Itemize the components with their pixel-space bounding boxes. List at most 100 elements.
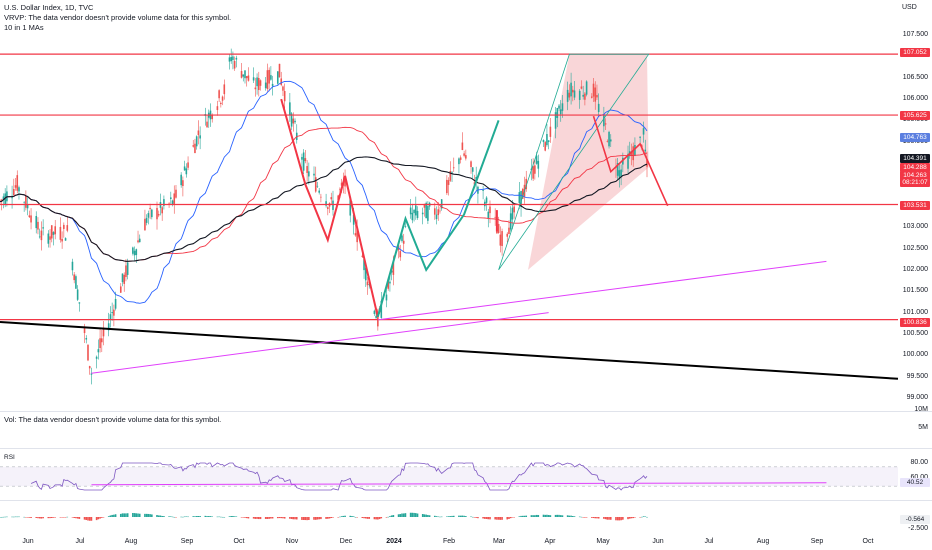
candle-body xyxy=(235,57,238,60)
macd-histogram-bar xyxy=(465,516,467,517)
macd-histogram-bar xyxy=(425,514,427,517)
currency-label[interactable]: USD xyxy=(902,4,917,11)
macd-histogram-bar xyxy=(137,513,139,517)
macd-histogram-bar xyxy=(204,515,207,517)
candle-body xyxy=(270,75,272,80)
macd-histogram-bar xyxy=(87,517,89,521)
candle-body xyxy=(138,238,141,243)
candle-body xyxy=(596,95,598,98)
macd-histogram-bar xyxy=(646,516,648,518)
pane-separator[interactable] xyxy=(0,448,932,449)
candle-body xyxy=(566,89,569,102)
macd-histogram-bar xyxy=(482,517,484,519)
candle-body xyxy=(276,71,279,84)
candle-body xyxy=(42,227,44,229)
pane-separator[interactable] xyxy=(0,500,932,501)
candle-body xyxy=(465,155,467,159)
candle-body xyxy=(608,131,610,147)
macd-histogram-bar xyxy=(23,516,25,518)
macd-histogram-bar xyxy=(73,517,75,518)
candle-body xyxy=(435,214,438,220)
candle-body xyxy=(385,294,388,301)
candle-body xyxy=(644,149,647,152)
candle-body xyxy=(282,86,284,91)
countdown-timer: 08:21:07 xyxy=(900,178,930,187)
macd-histogram-bar xyxy=(389,516,391,517)
macd-histogram-bar xyxy=(252,517,255,519)
candle-body xyxy=(2,196,5,200)
candle-body xyxy=(85,338,88,340)
macd-histogram-bar xyxy=(294,517,296,520)
candle-body xyxy=(594,87,597,102)
candle-body xyxy=(180,174,182,186)
candle-body xyxy=(604,123,607,125)
candle-body xyxy=(99,338,101,349)
macd-histogram-bar xyxy=(76,517,79,519)
macd-histogram-bar xyxy=(254,517,257,519)
macd-histogram-bar xyxy=(175,517,177,518)
candle-body xyxy=(71,261,74,271)
candle-body xyxy=(194,143,196,154)
macd-histogram-bar xyxy=(594,517,597,519)
rsi-label: RSI xyxy=(4,454,15,461)
pink-trend-line xyxy=(91,312,549,374)
candle-body xyxy=(145,217,148,223)
macd-histogram-bar xyxy=(119,513,122,517)
macd-histogram-bar xyxy=(170,516,172,517)
macd-histogram-bar xyxy=(247,517,250,519)
macd-histogram-bar xyxy=(151,514,153,517)
macd-histogram-bar xyxy=(554,514,557,517)
macd-histogram-bar xyxy=(487,517,490,520)
candle-body xyxy=(646,159,648,167)
candle-body xyxy=(627,153,629,169)
macd-histogram-bar xyxy=(102,517,105,518)
macd-histogram-bar xyxy=(199,516,201,517)
candle-body xyxy=(156,207,158,220)
candle-body xyxy=(271,83,274,87)
candle-body xyxy=(283,91,286,102)
candle-body xyxy=(508,227,510,234)
candle-body xyxy=(632,146,634,161)
candle-body xyxy=(404,225,407,227)
macd-histogram-bar xyxy=(149,514,151,517)
macd-histogram-bar xyxy=(520,515,522,517)
candle-body xyxy=(459,157,462,160)
macd-histogram-bar xyxy=(244,517,246,518)
time-tick-label: Feb xyxy=(442,538,456,545)
macd-histogram-bar xyxy=(351,516,353,517)
candle-body xyxy=(482,189,484,191)
candle-body xyxy=(409,207,412,215)
macd-histogram-bar xyxy=(618,517,621,521)
macd-histogram-bar xyxy=(363,517,365,519)
candle-body xyxy=(413,209,415,214)
candle-body xyxy=(73,274,75,281)
macd-histogram-bar xyxy=(578,516,581,518)
macd-histogram-bar xyxy=(597,517,600,519)
candle-body xyxy=(90,373,93,375)
macd-histogram-bar xyxy=(416,513,419,517)
green-projection-path xyxy=(376,120,500,318)
macd-histogram-bar xyxy=(549,515,552,517)
candle-body xyxy=(339,189,341,191)
macd-histogram-bar xyxy=(559,515,562,517)
pane-separator[interactable] xyxy=(0,411,932,412)
candle-body xyxy=(609,139,612,142)
vrvp-note: VRVP: The data vendor doesn't provide vo… xyxy=(4,13,232,22)
candle-body xyxy=(416,210,419,219)
macd-histogram-bar xyxy=(47,517,50,519)
candle-body xyxy=(187,162,189,168)
ma-indicator-label[interactable]: 10 in 1 MAs xyxy=(4,23,44,32)
candle-body xyxy=(582,94,584,97)
macd-histogram-bar xyxy=(30,517,32,518)
macd-histogram-bar xyxy=(232,515,234,517)
macd-histogram-bar xyxy=(147,513,150,517)
candle-body xyxy=(135,249,138,256)
macd-histogram-bar xyxy=(615,517,617,521)
candle-body xyxy=(592,83,595,97)
macd-histogram-bar xyxy=(75,517,77,519)
candle-body xyxy=(485,197,488,203)
candle-body xyxy=(558,105,560,109)
candle-body xyxy=(494,216,496,218)
candle-body xyxy=(314,177,317,192)
